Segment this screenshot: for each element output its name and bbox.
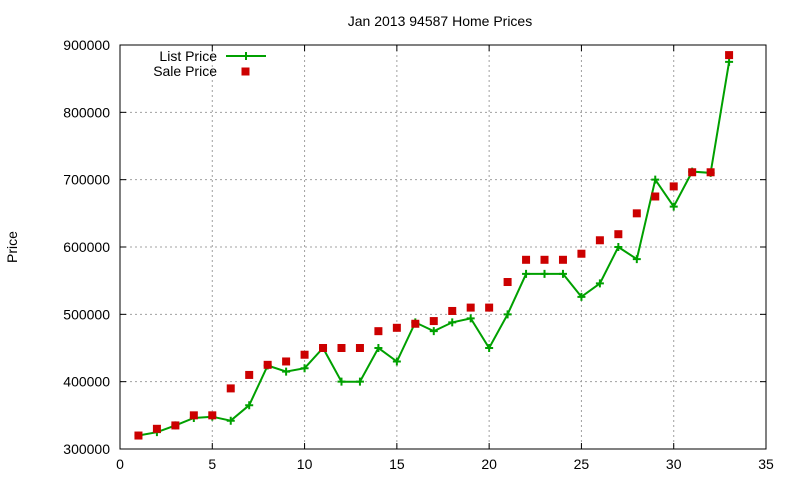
y-tick-label: 900000: [63, 37, 110, 53]
sale-price-point: [503, 278, 512, 287]
x-tick-label: 30: [666, 456, 682, 472]
list-price-point: [651, 175, 660, 184]
sale-price-point: [300, 350, 309, 359]
sale-price-point: [466, 303, 475, 312]
sale-price-point: [355, 344, 364, 352]
list-price-point: [540, 269, 549, 278]
legend-label-list-price: List Price: [159, 48, 217, 64]
sale-price-point: [669, 182, 678, 191]
x-tick-label: 25: [574, 456, 590, 472]
sale-price-point: [577, 249, 586, 258]
list-price-point: [577, 292, 586, 301]
sale-price-point: [319, 344, 328, 352]
list-price-point: [725, 57, 734, 66]
sale-price-point: [245, 370, 254, 379]
legend-label-sale-price: Sale Price: [153, 63, 217, 79]
y-axis-label: Price: [4, 231, 20, 263]
list-price-point: [226, 416, 235, 425]
list-price-point: [595, 279, 604, 288]
series-group: [134, 51, 734, 440]
sale-price-point: [282, 357, 291, 366]
sale-price-point: [614, 230, 623, 239]
x-tick-label: 5: [208, 456, 216, 472]
sale-price-point: [485, 303, 494, 312]
list-price-point: [558, 269, 567, 278]
sale-price-point: [522, 255, 531, 264]
sale-price-point: [632, 209, 641, 218]
list-price-point: [392, 357, 401, 366]
sale-price-point: [134, 431, 143, 440]
plot-frame: [119, 44, 767, 450]
y-tick-label: 600000: [63, 239, 110, 255]
sale-price-point: [540, 255, 549, 264]
sale-price-point: [706, 168, 715, 177]
sale-price-point: [152, 424, 161, 433]
list-price-point: [448, 318, 457, 327]
legend-marker-sale-price: [241, 67, 250, 76]
sale-price-point: [392, 323, 401, 332]
sale-price-point: [651, 192, 660, 201]
sale-price-point: [337, 344, 346, 352]
x-tick-label: 15: [389, 456, 405, 472]
sale-price-point: [374, 327, 383, 336]
x-tick-label: 35: [758, 456, 774, 472]
list-price-point: [337, 377, 346, 386]
grid: [120, 45, 766, 449]
y-tick-label: 500000: [63, 306, 110, 322]
sale-price-point: [558, 255, 567, 264]
list-price-point: [669, 202, 678, 211]
sale-price-point: [688, 168, 697, 177]
chart-title: Jan 2013 94587 Home Prices: [348, 13, 532, 29]
list-price-point: [614, 243, 623, 251]
list-price-point: [485, 344, 494, 352]
list-price-point: [503, 310, 512, 319]
list-price-point: [429, 327, 438, 336]
list-price-point: [374, 344, 383, 352]
list-price-point: [282, 367, 291, 376]
x-tick-label: 20: [481, 456, 497, 472]
list-price-point: [522, 269, 531, 278]
x-tick-label: 0: [116, 456, 124, 472]
sale-price-point: [411, 319, 420, 328]
y-tick-label: 800000: [63, 104, 110, 120]
list-price-point: [355, 377, 364, 386]
sale-price-point: [189, 411, 198, 420]
y-tick-label: 700000: [63, 172, 110, 188]
list-price-point: [632, 255, 641, 264]
list-price-point: [245, 401, 254, 410]
sale-price-point: [208, 411, 217, 420]
sale-price-point: [448, 306, 457, 315]
list-price-point: [300, 364, 309, 373]
sale-price-point: [725, 51, 734, 60]
y-tick-label: 300000: [63, 441, 110, 457]
sale-price-point: [595, 236, 604, 245]
list-price-point: [466, 314, 475, 323]
axis-ticks: 0 5 10 15 20 25 30 35 300000 400000 500000 600000 70…: [63, 37, 774, 472]
legend-marker-list-price: [242, 52, 250, 60]
x-tick-label: 10: [297, 456, 313, 472]
sale-price-point: [429, 317, 438, 326]
sale-price-point: [171, 421, 180, 430]
list-price-line: [138, 61, 731, 437]
sale-price-point: [263, 360, 272, 369]
legend: List Price Sale Price: [153, 48, 266, 79]
y-tick-label: 400000: [63, 374, 110, 390]
sale-price-point: [226, 384, 235, 393]
